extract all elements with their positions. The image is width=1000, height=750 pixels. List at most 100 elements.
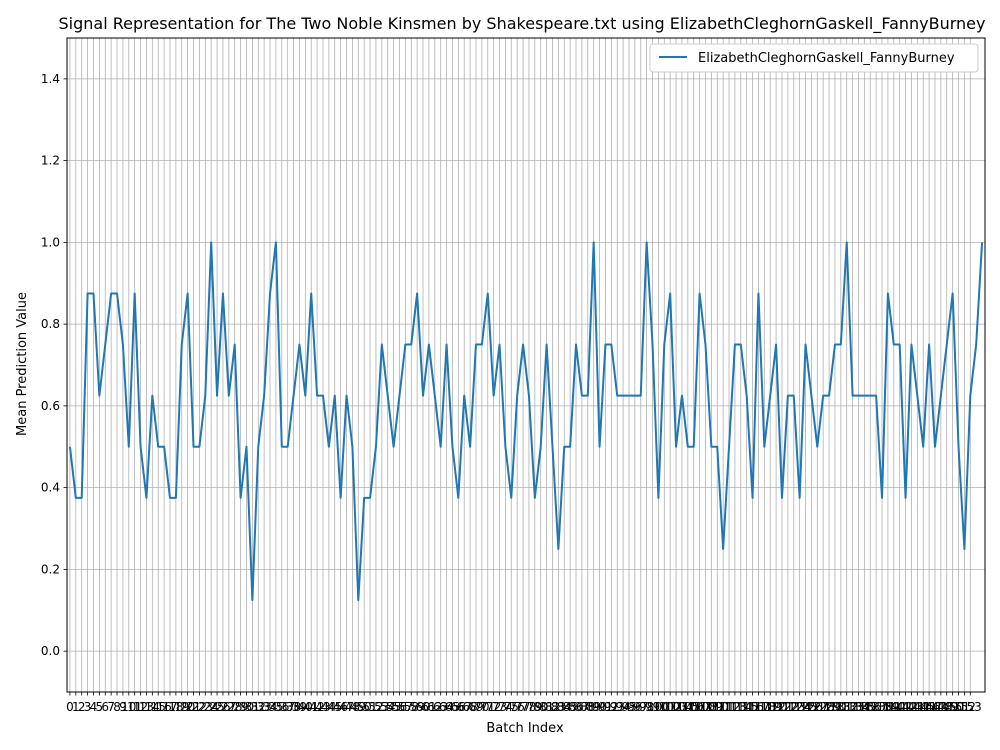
- x-tick-label: 25: [209, 700, 224, 714]
- x-tick-label: 66: [451, 700, 466, 714]
- x-tick-label: 0: [66, 700, 74, 714]
- x-tick-label: 71: [480, 700, 495, 714]
- x-tick-label: 113: [723, 700, 746, 714]
- x-tick-label: 70: [474, 700, 489, 714]
- x-tick-label: 33: [256, 700, 271, 714]
- x-tick-label: 73: [492, 700, 507, 714]
- x-tick-label: 41: [304, 700, 319, 714]
- x-tick-label: 5: [96, 700, 104, 714]
- x-tick-label: 45: [327, 700, 342, 714]
- x-tick-label: 83: [551, 700, 566, 714]
- x-tick-label: 3: [84, 700, 92, 714]
- y-tick-label: 0.4: [41, 481, 60, 495]
- x-tick-label: 122: [776, 700, 799, 714]
- legend-box: [649, 43, 979, 73]
- legend-label: ElizabethCleghornGaskell_FannyBurney: [698, 51, 955, 66]
- x-tick-label: 52: [368, 700, 383, 714]
- y-tick-label: 0.8: [41, 317, 60, 331]
- x-tick-label: 32: [251, 700, 266, 714]
- y-tick-label: 0.6: [41, 399, 60, 413]
- x-tick-label: 112: [718, 700, 741, 714]
- x-tick-label: 115: [735, 700, 758, 714]
- x-tick-label: 74: [498, 700, 513, 714]
- x-tick-label: 6: [101, 700, 109, 714]
- x-tick-label: 107: [688, 700, 711, 714]
- x-tick-label: 55: [386, 700, 401, 714]
- x-tick-label: 68: [462, 700, 477, 714]
- x-tick-label: 139: [876, 700, 899, 714]
- x-tick-label: 77: [515, 700, 530, 714]
- x-tick-label: 17: [162, 700, 177, 714]
- x-tick-label: 94: [615, 700, 630, 714]
- x-tick-label: 61: [421, 700, 436, 714]
- x-tick-label: 102: [659, 700, 682, 714]
- x-tick-label: 37: [280, 700, 295, 714]
- x-tick-label: 134: [847, 700, 870, 714]
- x-tick-label: 35: [268, 700, 283, 714]
- y-tick-label: 1.2: [41, 154, 60, 168]
- series-line: [68, 241, 984, 602]
- x-tick-label: 4: [90, 700, 98, 714]
- x-tick-label: 149: [935, 700, 958, 714]
- x-tick-label: 36: [274, 700, 289, 714]
- x-tick-label: 111: [712, 700, 735, 714]
- x-tick-label: 108: [694, 700, 717, 714]
- x-tick-label: 124: [788, 700, 811, 714]
- x-tick-label: 57: [398, 700, 413, 714]
- x-tick-label: 28: [227, 700, 242, 714]
- x-tick-label: 136: [859, 700, 882, 714]
- x-tick-label: 44: [321, 700, 336, 714]
- x-tick-label: 26: [215, 700, 230, 714]
- x-tick-label: 7: [107, 700, 115, 714]
- x-tick-label: 110: [706, 700, 729, 714]
- x-tick-label: 98: [639, 700, 654, 714]
- chart-title: Signal Representation for The Two Noble …: [59, 14, 986, 34]
- x-tick-label: 104: [670, 700, 693, 714]
- x-tick-label: 105: [676, 700, 699, 714]
- x-tick-label: 116: [741, 700, 764, 714]
- x-tick-label: 119: [759, 700, 782, 714]
- y-tick-label: 1.0: [41, 235, 60, 249]
- x-tick-label: 93: [610, 700, 625, 714]
- x-tick-label: 60: [415, 700, 430, 714]
- x-tick-label: 95: [621, 700, 636, 714]
- x-tick-label: 65: [445, 700, 460, 714]
- x-tick-label: 40: [298, 700, 313, 714]
- x-tick-label: 133: [841, 700, 864, 714]
- x-tick-label: 12: [133, 700, 148, 714]
- x-tick-label: 59: [409, 700, 424, 714]
- x-tick-label: 142: [894, 700, 917, 714]
- x-tick-label: 23: [198, 700, 213, 714]
- x-tick-label: 46: [333, 700, 348, 714]
- x-tick-label: 81: [539, 700, 554, 714]
- x-tick-label: 64: [439, 700, 454, 714]
- x-tick-label: 99: [645, 700, 660, 714]
- x-tick-label: 144: [906, 700, 929, 714]
- x-tick-label: 27: [221, 700, 236, 714]
- x-tick-label: 9: [119, 700, 127, 714]
- x-tick-label: 1: [72, 700, 80, 714]
- x-tick-label: 90: [592, 700, 607, 714]
- x-tick-label: 128: [812, 700, 835, 714]
- x-tick-label: 2: [78, 700, 86, 714]
- x-tick-label: 118: [753, 700, 776, 714]
- x-tick-label: 31: [245, 700, 260, 714]
- x-axis-title: Batch Index: [486, 721, 564, 736]
- y-tick-label: 1.4: [41, 72, 60, 86]
- legend: ElizabethCleghornGaskell_FannyBurney: [649, 43, 979, 73]
- x-tick-label: 72: [486, 700, 501, 714]
- x-tick-label: 152: [953, 700, 976, 714]
- x-tick-label: 114: [729, 700, 752, 714]
- x-tick-label: 76: [510, 700, 525, 714]
- x-tick-label: 56: [392, 700, 407, 714]
- x-tick-label: 47: [339, 700, 354, 714]
- x-tick-label: 129: [818, 700, 841, 714]
- x-tick-label: 137: [865, 700, 888, 714]
- x-tick-label: 8: [113, 700, 121, 714]
- x-tick-label: 91: [598, 700, 613, 714]
- x-tick-label: 153: [959, 700, 982, 714]
- x-tick-label: 123: [782, 700, 805, 714]
- x-tick-label: 49: [351, 700, 366, 714]
- x-tick-label: 24: [204, 700, 219, 714]
